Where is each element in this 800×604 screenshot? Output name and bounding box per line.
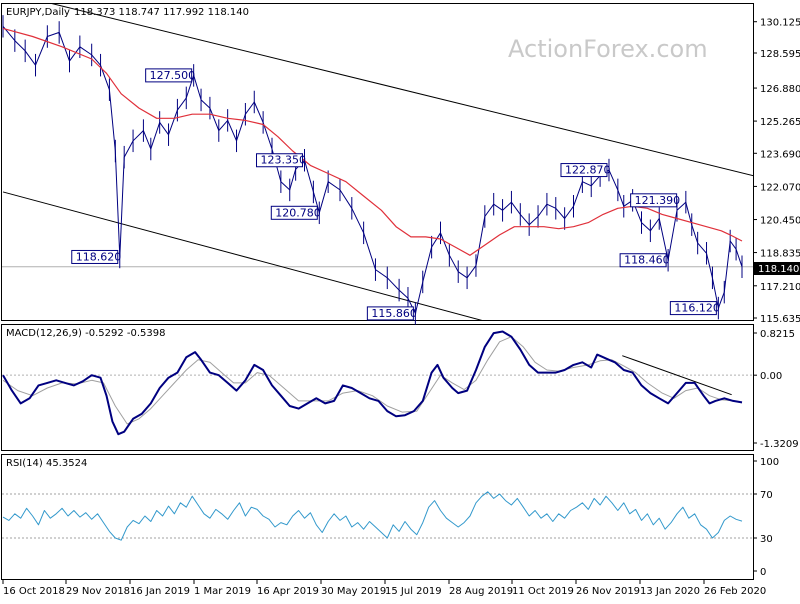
price-plot: 127.500 118.620 123.350 120.780 115.860 122.8… bbox=[2, 4, 753, 325]
price-y-tick-label: 117.210 bbox=[760, 282, 800, 293]
annotation-box bbox=[669, 301, 717, 316]
macd-y-tick-label: 0.8215 bbox=[760, 329, 795, 340]
annotation-box bbox=[270, 205, 318, 220]
annotation-box bbox=[366, 306, 414, 321]
price-panel-title: EURJPY,Daily bbox=[6, 7, 70, 18]
macd-plot bbox=[2, 330, 753, 436]
x-tick-label: 16 Oct 2018 bbox=[3, 586, 65, 597]
price-y-tick-label: 115.635 bbox=[760, 314, 800, 325]
rsi-y-tick-label: 30 bbox=[760, 534, 773, 545]
price-annotation: 120.780 bbox=[270, 205, 321, 220]
price-annotation: 118.620 bbox=[71, 249, 122, 264]
current-price-label: 118.140 bbox=[758, 264, 799, 275]
macd-y-tick-label: 0.00 bbox=[760, 371, 782, 382]
x-tick-label: 26 Feb 2020 bbox=[704, 586, 766, 597]
annotation-label: 116.120 bbox=[674, 302, 720, 315]
macd-y-tick-label: -1.3209 bbox=[760, 439, 799, 450]
price-y-tick-label: 120.450 bbox=[760, 216, 800, 227]
price-y-tick-label: 126.880 bbox=[760, 84, 800, 95]
annotation-label: 120.780 bbox=[275, 206, 321, 219]
price-y-tick-label: 128.595 bbox=[760, 49, 800, 60]
x-tick-label: 29 Nov 2018 bbox=[66, 586, 130, 597]
price-annotation: 121.390 bbox=[630, 193, 681, 208]
x-tick-label: 28 Aug 2019 bbox=[449, 586, 513, 597]
annotation-box bbox=[71, 249, 119, 264]
macd-trendline bbox=[622, 355, 732, 396]
annotation-box bbox=[560, 163, 608, 178]
price-annotation: 127.500 bbox=[145, 68, 196, 83]
annotation-label: 122.870 bbox=[565, 164, 611, 177]
macd-line bbox=[2, 330, 743, 436]
current-price-box: 118.140 bbox=[754, 262, 800, 275]
axes: 130.125 128.595 126.880 125.265 123.690 122.0… bbox=[2, 18, 800, 597]
macd-panel-frame bbox=[1, 324, 754, 451]
annotation-label: 118.620 bbox=[76, 250, 122, 263]
price-y-tick-label: 118.835 bbox=[760, 249, 800, 260]
x-tick-label: 11 Oct 2019 bbox=[512, 586, 574, 597]
rsi-plot bbox=[2, 491, 753, 541]
price-series-line bbox=[2, 25, 743, 314]
price-ohlc-header: 118.373 118.747 117.992 118.140 bbox=[74, 7, 249, 18]
x-tick-label: 1 Mar 2019 bbox=[194, 586, 251, 597]
x-tick-label: 16 Jan 2019 bbox=[130, 586, 190, 597]
rsi-y-tick-label: 100 bbox=[760, 457, 779, 468]
annotation-label: 115.860 bbox=[371, 307, 417, 320]
rsi-y-tick-label: 70 bbox=[760, 490, 773, 501]
price-y-tick-label: 125.265 bbox=[760, 117, 800, 128]
macd-signal-line bbox=[2, 336, 743, 425]
annotation-label: 127.500 bbox=[150, 69, 196, 82]
annotation-label: 118.460 bbox=[624, 254, 670, 267]
annotation-label: 123.350 bbox=[261, 154, 307, 167]
watermark: ActionForex.com bbox=[508, 35, 708, 63]
x-tick-label: 16 Apr 2019 bbox=[257, 586, 319, 597]
price-annotation: 118.460 bbox=[619, 253, 670, 268]
price-annotation: 123.350 bbox=[256, 153, 307, 168]
rsi-line bbox=[2, 491, 743, 541]
annotation-box bbox=[619, 253, 667, 268]
x-tick-label: 13 Jan 2020 bbox=[640, 586, 700, 597]
x-tick-label: 30 May 2019 bbox=[321, 586, 386, 597]
price-panel-frame bbox=[1, 3, 754, 321]
price-annotation: 116.120 bbox=[669, 301, 720, 316]
annotation-label: 121.390 bbox=[635, 194, 681, 207]
annotation-box bbox=[630, 193, 678, 208]
x-tick-label: 26 Nov 2019 bbox=[576, 586, 640, 597]
rsi-panel-frame bbox=[1, 454, 754, 580]
x-tick-label: 15 Jul 2019 bbox=[385, 586, 442, 597]
price-annotation: 115.860 bbox=[366, 306, 417, 321]
price-y-tick-label: 123.690 bbox=[760, 149, 800, 160]
annotation-box bbox=[256, 153, 304, 168]
annotation-box bbox=[145, 68, 193, 83]
channel-line-1 bbox=[51, 4, 753, 177]
rsi-panel-title: RSI(14) 45.3524 bbox=[6, 458, 87, 469]
price-y-tick-label: 122.070 bbox=[760, 182, 800, 193]
macd-panel-title: MACD(12,26,9) -0.5292 -0.5398 bbox=[6, 328, 166, 339]
price-y-tick-label: 130.125 bbox=[760, 18, 800, 29]
rsi-y-tick-label: 0 bbox=[760, 567, 766, 578]
price-annotation: 122.870 bbox=[560, 163, 611, 178]
